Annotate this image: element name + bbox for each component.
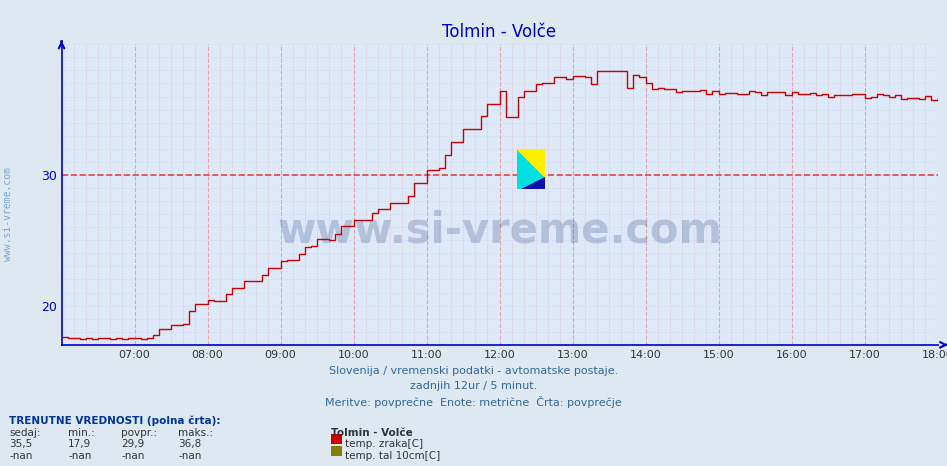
Text: min.:: min.: <box>68 428 95 438</box>
Text: -nan: -nan <box>121 451 145 460</box>
Text: www.si-vreme.com: www.si-vreme.com <box>3 167 12 261</box>
Text: temp. zraka[C]: temp. zraka[C] <box>345 439 422 449</box>
Title: Tolmin - Volče: Tolmin - Volče <box>442 23 557 41</box>
Text: 36,8: 36,8 <box>178 439 202 449</box>
Text: Tolmin - Volče: Tolmin - Volče <box>331 428 413 438</box>
Text: -nan: -nan <box>9 451 33 460</box>
Text: sedaj:: sedaj: <box>9 428 41 438</box>
Text: TRENUTNE VREDNOSTI (polna črta):: TRENUTNE VREDNOSTI (polna črta): <box>9 416 221 426</box>
Text: -nan: -nan <box>178 451 202 460</box>
Text: 29,9: 29,9 <box>121 439 145 449</box>
Text: Slovenija / vremenski podatki - avtomatske postaje.: Slovenija / vremenski podatki - avtomats… <box>329 366 618 376</box>
Text: maks.:: maks.: <box>178 428 213 438</box>
Text: -nan: -nan <box>68 451 92 460</box>
Text: temp. tal 10cm[C]: temp. tal 10cm[C] <box>345 451 440 460</box>
Text: povpr.:: povpr.: <box>121 428 157 438</box>
Text: zadnjih 12ur / 5 minut.: zadnjih 12ur / 5 minut. <box>410 381 537 391</box>
Text: 35,5: 35,5 <box>9 439 33 449</box>
Text: www.si-vreme.com: www.si-vreme.com <box>277 210 722 252</box>
Text: 17,9: 17,9 <box>68 439 92 449</box>
Text: Meritve: povprečne  Enote: metrične  Črta: povprečje: Meritve: povprečne Enote: metrične Črta:… <box>325 396 622 408</box>
